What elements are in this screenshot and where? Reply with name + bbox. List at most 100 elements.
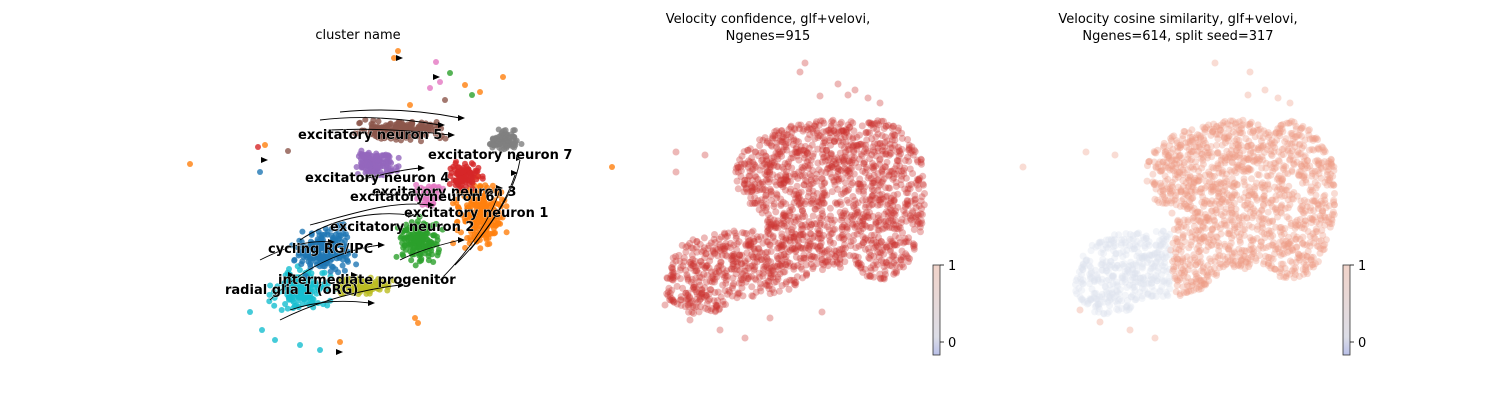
cosine-point	[1115, 231, 1123, 239]
confidence-point	[866, 255, 874, 263]
cosine-point	[1201, 281, 1209, 289]
confidence-point	[793, 236, 801, 244]
confidence-point	[803, 149, 811, 157]
confidence-point	[876, 274, 884, 282]
confidence-point	[837, 216, 845, 224]
cosine-point	[1092, 289, 1100, 297]
cell-point-cycling-rg	[298, 261, 305, 268]
confidence-point	[862, 234, 870, 242]
cell-point-exc5	[387, 120, 394, 127]
confidence-point	[870, 179, 878, 187]
confidence-point	[864, 147, 872, 155]
cosine-point	[1298, 144, 1306, 152]
confidence-point	[851, 196, 859, 204]
cosine-point	[1200, 199, 1208, 207]
confidence-point	[855, 180, 863, 188]
cosine-point	[1149, 292, 1157, 300]
cosine-point	[1168, 209, 1176, 217]
confidence-point	[794, 174, 802, 182]
cosine-point	[1266, 217, 1274, 225]
confidence-point	[798, 265, 806, 273]
cosine-point	[1138, 292, 1146, 300]
confidence-point	[885, 223, 893, 231]
confidence-point	[759, 266, 767, 273]
confidence-point	[691, 286, 699, 294]
confidence-point	[857, 261, 865, 269]
confidence-point	[887, 217, 895, 225]
cell-point-outlier	[317, 347, 323, 353]
cosine-point	[1233, 191, 1241, 199]
confidence-point	[670, 298, 678, 306]
cell-point-cycling-rg	[302, 272, 309, 279]
confidence-point	[877, 238, 885, 246]
confidence-point	[727, 244, 734, 252]
confidence-point	[798, 222, 806, 229]
confidence-point	[891, 131, 899, 139]
streamline-arrow	[378, 242, 385, 248]
confidence-point-outlier	[801, 59, 809, 67]
cosine-point	[1146, 251, 1154, 259]
confidence-point	[746, 145, 754, 153]
confidence-point	[747, 272, 755, 280]
cosine-point	[1241, 225, 1249, 233]
cell-point-cycling-rg	[319, 255, 326, 262]
cosine-point	[1299, 122, 1307, 130]
cell-point-radial-glia	[277, 288, 283, 295]
cell-point-cycling-rg	[305, 251, 312, 258]
confidence-point	[778, 246, 785, 253]
cosine-point	[1291, 139, 1299, 147]
confidence-point	[764, 218, 771, 226]
cell-point-exc2	[399, 229, 406, 235]
cell-point-cycling-rg	[299, 228, 306, 235]
cell-point-exc5	[375, 118, 382, 125]
confidence-point	[755, 253, 762, 261]
cell-point-cycling-rg	[345, 258, 351, 265]
confidence-point	[703, 271, 711, 279]
confidence-scatter	[661, 59, 928, 342]
confidence-point	[789, 206, 796, 213]
confidence-point	[721, 230, 729, 238]
confidence-point	[815, 166, 823, 174]
cell-point-cycling-rg	[341, 267, 348, 274]
cell-point-exc3	[479, 173, 486, 180]
cosine-point	[1174, 226, 1182, 234]
streamline-arrow	[458, 237, 465, 243]
confidence-point	[860, 215, 868, 223]
confidence-point-outlier	[716, 326, 724, 334]
confidence-point	[828, 250, 836, 258]
confidence-point	[849, 135, 857, 143]
confidence-point	[748, 228, 756, 236]
colorbar-bar	[932, 264, 941, 356]
confidence-point	[690, 304, 698, 312]
confidence-point	[742, 267, 750, 275]
confidence-point	[867, 264, 875, 272]
confidence-point	[809, 179, 817, 187]
cell-point-exc2	[400, 244, 407, 251]
panel-velocity-confidence: Velocity confidence, glf+velovi, Ngenes=…	[661, 12, 956, 356]
cell-point-exc2	[436, 246, 442, 253]
cell-point-exc4	[395, 154, 402, 161]
cell-point-cycling-rg	[317, 245, 324, 252]
cell-point-radial-glia	[285, 294, 292, 301]
confidence-point-outlier	[672, 168, 680, 176]
cosine-point	[1278, 201, 1286, 209]
cell-point-intermediate	[367, 280, 374, 286]
confidence-point	[811, 205, 819, 213]
confidence-point	[899, 229, 906, 237]
cell-point-radial-glia	[271, 302, 278, 309]
confidence-point	[739, 229, 746, 237]
cell-point-exc2	[412, 262, 419, 269]
cell-point-cycling-rg	[328, 263, 335, 270]
cell-point-exc2	[418, 225, 425, 232]
confidence-point	[769, 263, 777, 271]
cosine-point	[1230, 199, 1238, 207]
confidence-point	[814, 234, 822, 242]
confidence-point	[866, 195, 874, 203]
confidence-point	[715, 267, 723, 275]
cosine-point	[1170, 132, 1178, 140]
cell-point-radial-glia	[325, 287, 332, 294]
confidence-point	[766, 241, 773, 249]
cell-point-outlier	[247, 309, 253, 315]
cosine-point	[1209, 127, 1217, 135]
confidence-point	[785, 262, 793, 270]
